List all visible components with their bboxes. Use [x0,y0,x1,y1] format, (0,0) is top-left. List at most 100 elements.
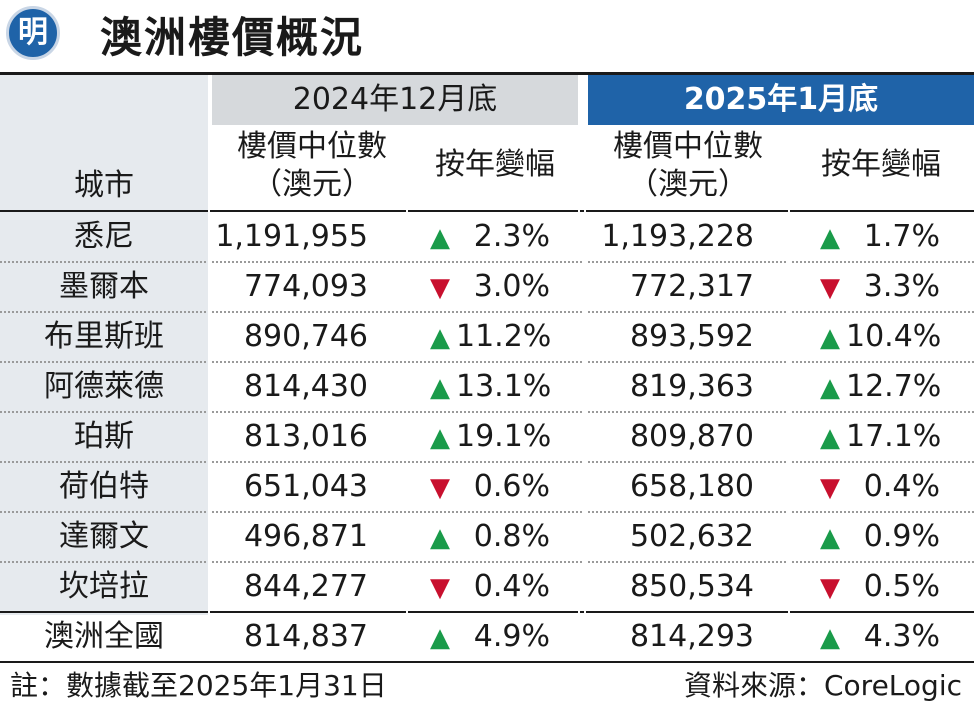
header-rule [0,210,974,212]
row-separator [0,561,974,563]
yoy-change-2024: ▲ 4.9% [430,612,552,662]
median-header-2025-line2: （澳元） [628,167,748,202]
source-note: 資料來源：CoreLogic [684,669,962,702]
median-header-2024-line1: 樓價中位數 [237,129,387,164]
city-name: 悉尼 [74,219,134,254]
down-arrow-icon: ▼ [820,273,840,303]
yoy-change-2025: ▼ 3.3% [820,262,944,312]
yoy-change-value: 0.4% [473,569,550,604]
page-title: 澳洲樓價概況 [100,13,365,62]
yoy-change-value: 0.5% [863,569,940,604]
down-arrow-icon: ▼ [820,473,840,503]
row-separator [0,411,974,413]
yoy-change-value: 10.4% [846,319,942,354]
up-arrow-icon: ▲ [430,623,450,653]
yoy-header-2024: 按年變幅 [435,147,555,182]
down-arrow-icon: ▼ [820,573,840,603]
table-row: 布里斯班 890,746 ▲ 11.2% 893,592 ▲ 10.4% [0,312,974,362]
median-price-2025: 809,870 [629,419,754,454]
median-price-2024: 844,277 [243,569,368,604]
yoy-change-2024: ▲ 19.1% [430,412,552,462]
yoy-change-2024: ▲ 13.1% [430,362,552,412]
top-rule [0,72,974,75]
table-row: 澳洲全國 814,837 ▲ 4.9% 814,293 ▲ 4.3% [0,612,974,662]
up-arrow-icon: ▲ [820,623,840,653]
footnote: 註：數據截至2025年1月31日 [10,669,387,702]
city-header: 城市 [74,168,134,203]
city-name: 墨爾本 [59,269,149,304]
city-name: 布里斯班 [44,319,164,354]
column-separator [788,125,790,615]
up-arrow-icon: ▲ [820,223,840,253]
row-separator [0,261,974,263]
median-price-2025: 893,592 [629,319,754,354]
up-arrow-icon: ▲ [820,423,840,453]
logo-badge: 明 [6,6,60,60]
table-row: 悉尼 1,191,955 ▲ 2.3% 1,193,228 ▲ 1.7% [0,212,974,262]
city-name: 阿德萊德 [44,369,164,404]
row-separator [0,311,974,313]
yoy-change-value: 0.9% [863,519,940,554]
row-separator [0,511,974,513]
row-separator [0,661,974,663]
yoy-change-value: 3.0% [473,269,550,304]
yoy-change-2024: ▲ 2.3% [430,212,552,262]
median-price-2024: 496,871 [243,519,368,554]
median-header-2024: 樓價中位數 （澳元） [212,128,412,204]
median-price-2024: 813,016 [243,419,368,454]
city-column-background [0,75,208,615]
column-separator [584,75,586,615]
yoy-change-2025: ▲ 1.7% [820,212,944,262]
column-separator [208,75,210,615]
median-price-2025: 850,534 [629,569,754,604]
median-header-2025-line1: 樓價中位數 [613,129,763,164]
up-arrow-icon: ▲ [430,523,450,553]
down-arrow-icon: ▼ [430,573,450,603]
up-arrow-icon: ▲ [430,373,450,403]
yoy-change-value: 4.9% [473,619,550,654]
median-price-2025: 1,193,228 [601,219,754,254]
yoy-change-value: 12.7% [846,369,942,404]
up-arrow-icon: ▲ [430,323,450,353]
city-name: 荷伯特 [59,469,149,504]
yoy-change-2024: ▼ 3.0% [430,262,552,312]
yoy-change-value: 0.4% [863,469,940,504]
table-row: 阿德萊德 814,430 ▲ 13.1% 819,363 ▲ 12.7% [0,362,974,412]
median-price-2024: 651,043 [243,469,368,504]
yoy-change-value: 3.3% [863,269,940,304]
yoy-change-value: 2.3% [473,219,550,254]
yoy-header-2025: 按年變幅 [821,147,941,182]
down-arrow-icon: ▼ [430,273,450,303]
up-arrow-icon: ▲ [430,423,450,453]
yoy-change-2024: ▼ 0.6% [430,462,552,512]
table-row: 荷伯特 651,043 ▼ 0.6% 658,180 ▼ 0.4% [0,462,974,512]
column-separator [406,125,408,615]
table-row: 坎培拉 844,277 ▼ 0.4% 850,534 ▼ 0.5% [0,562,974,612]
median-price-2025: 819,363 [629,369,754,404]
up-arrow-icon: ▲ [430,223,450,253]
up-arrow-icon: ▲ [820,373,840,403]
yoy-change-2025: ▲ 0.9% [820,512,944,562]
table-row: 達爾文 496,871 ▲ 0.8% 502,632 ▲ 0.9% [0,512,974,562]
median-price-2024: 1,191,955 [215,219,368,254]
yoy-change-value: 17.1% [846,419,942,454]
column-separator [578,75,580,615]
yoy-change-2025: ▲ 12.7% [820,362,944,412]
yoy-change-2025: ▲ 4.3% [820,612,944,662]
median-price-2024: 890,746 [243,319,368,354]
median-price-2025: 658,180 [629,469,754,504]
header: 明 澳洲樓價概況 [0,0,974,70]
yoy-change-value: 4.3% [863,619,940,654]
yoy-change-2025: ▼ 0.4% [820,462,944,512]
yoy-change-2025: ▲ 17.1% [820,412,944,462]
city-name: 坎培拉 [59,569,149,604]
yoy-change-value: 11.2% [456,319,552,354]
yoy-change-2025: ▼ 0.5% [820,562,944,612]
yoy-change-2024: ▲ 11.2% [430,312,552,362]
row-separator [0,611,974,613]
table-row: 珀斯 813,016 ▲ 19.1% 809,870 ▲ 17.1% [0,412,974,462]
up-arrow-icon: ▲ [820,323,840,353]
row-separator [0,361,974,363]
city-name: 澳洲全國 [44,619,164,654]
yoy-change-value: 0.8% [473,519,550,554]
